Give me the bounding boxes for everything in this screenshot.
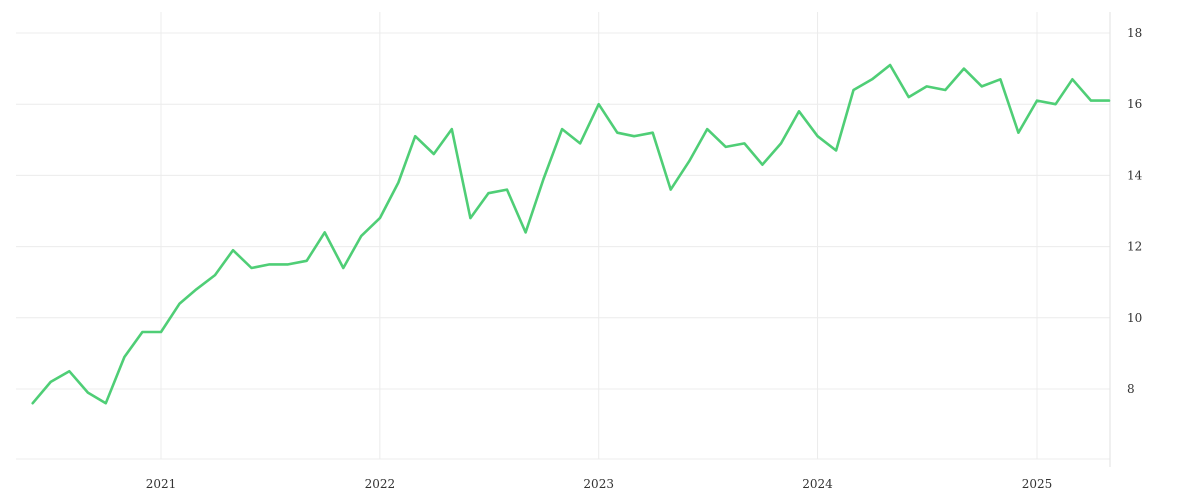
x-tick-label-2023: 2023	[583, 477, 614, 491]
y-tick-label-12: 12	[1127, 240, 1142, 254]
y-tick-label-8: 8	[1127, 382, 1135, 396]
series-line-0	[31, 63, 1111, 405]
x-tick-label-2024: 2024	[802, 477, 833, 491]
y-tick-label-16: 16	[1127, 97, 1142, 111]
x-tick-label-2022: 2022	[365, 477, 396, 491]
y-tick-label-18: 18	[1127, 26, 1142, 40]
series-layer	[31, 63, 1111, 405]
axes: 8 10 12 14 16 18 2021 2022 2023 2024 2025	[146, 12, 1143, 491]
x-tick-label-2025: 2025	[1022, 477, 1053, 491]
grid	[16, 12, 1110, 460]
y-tick-label-14: 14	[1127, 168, 1143, 182]
x-tick-label-2021: 2021	[146, 477, 177, 491]
y-tick-label-10: 10	[1127, 311, 1142, 325]
